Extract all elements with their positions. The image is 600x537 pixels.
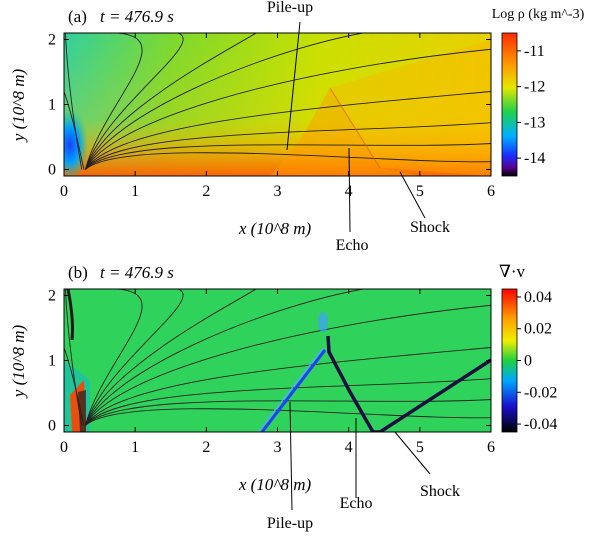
panel-b-annotations [289,401,431,511]
panel-a-xlabel: x (10^8 m) [238,219,312,238]
panel-a-field-line [84,48,491,170]
panel-a-field-line [84,33,363,170]
panel-a-label: (a) [68,7,87,26]
panel-b-field-lines [64,289,491,426]
panel-a-annotation-echo: Echo [336,237,369,254]
panel-b-field-line [84,347,491,426]
panel-b-x-tick-label: 2 [202,439,210,456]
panel-a-colorbar-tick-label: -12 [524,79,545,96]
panel-a-colorbar-ticks: -11 -12 -13 -14 [517,43,545,167]
panel-a-colorbar-tick-label: -14 [524,150,545,167]
panel-a-x-tick-label: 2 [202,183,210,200]
panel-b-time: t = 476.9 s [100,263,174,282]
panel-b-field-line [85,408,491,426]
panel-b-annotation-shock: Shock [420,483,460,500]
panel-a-y-tick-label: 2 [48,32,56,49]
panel-b-field-line [64,289,83,426]
panel-a-ylabel: y (10^8 m) [9,69,28,144]
panel-a-field-line [84,122,491,170]
panel-b-ylabel: y (10^8 m) [9,325,28,400]
panel-b-x-tick-label: 6 [487,439,495,456]
panel-b-axes: 0 1 2 3 4 5 6 0 1 2 [48,288,495,457]
panel-b-field-line [85,399,491,426]
panel-a-y-tick-label: 0 [48,162,56,179]
panel-a-x-tick-label: 4 [345,183,353,200]
panel-b-shock-front [326,335,491,432]
panel-a-x-tick-label: 6 [487,183,495,200]
panel-b-y-tick-label: 1 [48,353,56,370]
panel-b-annotation-pileup: Pile-up [267,515,313,532]
panel-a-field-line [84,33,184,170]
panel-b-field-line [84,378,491,426]
panel-a-x-tick-label: 3 [274,183,282,200]
panel-a-annotations [286,21,426,233]
panel-b-field-line [64,347,85,426]
panel-b-colorbar-tick-label: -0.02 [524,384,557,401]
panel-a-compressed-wedge [270,88,420,176]
panel-a-annotation-shock: Shock [410,219,450,236]
panel-b-colorbar-tick-label: 0.04 [524,289,552,306]
panel-a-shock-wedge [330,40,490,176]
panel-b-y-tick-label: 2 [48,288,56,305]
panel-a-annotation-pileup: Pile-up [267,0,313,16]
panel-b-colorbar-ticks: 0.04 0.02 0 -0.02 -0.04 [517,289,557,433]
panel-a-field-line [64,91,85,170]
panel-a-axes: 0 1 2 3 4 5 6 0 1 2 [48,32,495,201]
panel-b-shock-tip [318,312,328,332]
panel-a-colorbar-label: Log ρ (kg m^-3) [492,7,585,22]
panel-a-x-tick-label: 1 [131,183,139,200]
panel-b-y-tick-label: 0 [48,418,56,435]
panel-b-field-line [84,289,257,426]
panel-b-field-line [84,289,184,426]
panel-a-time: t = 476.9 s [100,7,174,26]
panel-a-x-tick-label: 0 [60,183,68,200]
panel-b-pileup-front [260,349,327,432]
panel-a-field-line [84,33,257,170]
panel-b-x-tick-label: 1 [131,439,139,456]
panel-a-y-tick-label: 1 [48,97,56,114]
panel-b-near-source-dark [78,390,86,432]
panel-b-annotation-echo: Echo [340,495,373,512]
panel-b-colorbar-tick-label: -0.04 [524,416,557,433]
panel-a-colorbar-tick-label: -11 [524,43,545,60]
panel-a-low-density-region [64,110,88,176]
panel-a-field-lines [64,33,491,170]
panel-b-field-line [84,304,491,426]
panel-b-x-tick-label: 3 [274,439,282,456]
panel-a-x-tick-label: 5 [416,183,424,200]
panel-b-colorbar-label: ∇·v [499,262,526,281]
panel-b-x-tick-label: 0 [60,439,68,456]
panel-b-colorbar-tick-label: 0 [524,353,532,370]
panel-b-x-tick-label: 5 [416,439,424,456]
panel-b-xlabel: x (10^8 m) [238,475,312,494]
panel-a-field-line [84,91,491,170]
panel-a-shock-front [329,87,381,169]
panel-b-label: (b) [68,263,88,282]
panel-b-pileup-front-edge [257,347,324,432]
panel-b-left-jet [66,289,74,341]
panel-a-field-line [64,33,83,170]
panel-b-field-line [84,289,363,426]
panel-b: 0 1 2 3 4 5 6 0 1 2 (b) t = 476.9 s x (10^8 m) y … [9,262,557,532]
panel-b-x-tick-label: 4 [345,439,353,456]
panel-a-field-line [85,152,491,170]
panel-a: 0 1 2 3 4 5 6 0 1 2 (a) t = 476.9 s x (10^8 m) y … [9,0,585,254]
panel-b-colorbar [501,288,518,433]
panel-a-colorbar-tick-label: -13 [524,114,545,131]
panel-b-colorbar-tick-label: 0.02 [524,321,552,338]
panel-a-colorbar [501,32,518,177]
panel-a-field-line [85,143,491,170]
